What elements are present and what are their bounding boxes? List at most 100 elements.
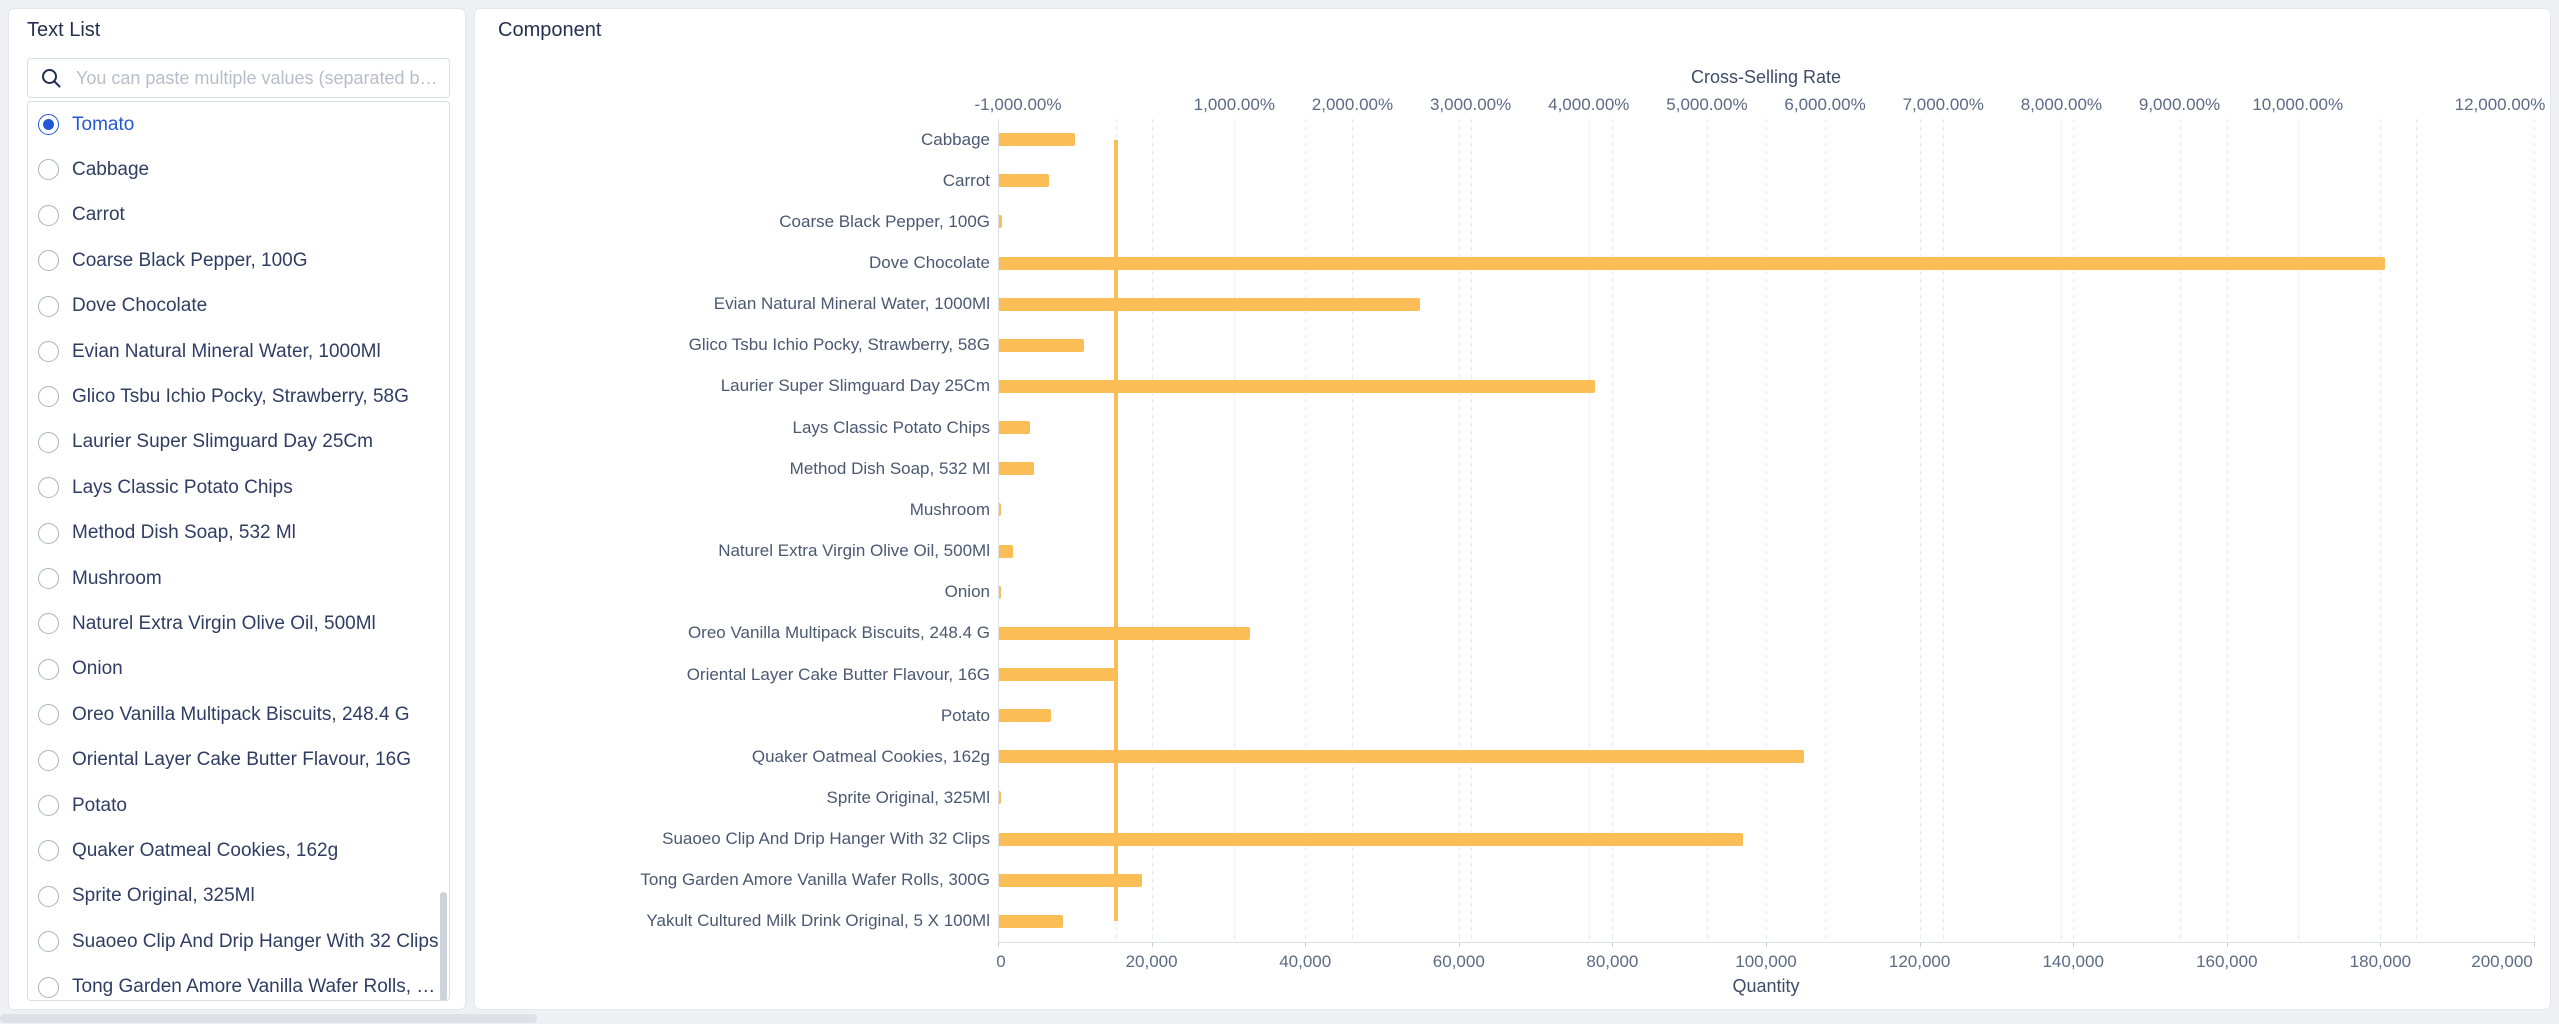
list-item[interactable]: Carrot bbox=[28, 193, 449, 238]
quantity-bar[interactable] bbox=[999, 297, 1421, 311]
top-axis-tick-label: 9,000.00% bbox=[2138, 95, 2221, 114]
quantity-bar[interactable] bbox=[999, 626, 1250, 640]
radio-unselected-icon[interactable] bbox=[38, 341, 59, 362]
radio-unselected-icon[interactable] bbox=[38, 568, 59, 589]
bottom-axis-tick-label: 100,000 bbox=[1735, 952, 1797, 971]
list-item-label: Onion bbox=[72, 658, 123, 680]
quantity-bar[interactable] bbox=[999, 462, 1035, 476]
bottom-axis-tickmark bbox=[998, 942, 999, 947]
list-item[interactable]: Lays Classic Potato Chips bbox=[28, 465, 449, 510]
gridline-percent bbox=[2297, 119, 2299, 942]
list-item[interactable]: Coarse Black Pepper, 100G bbox=[28, 238, 449, 283]
radio-unselected-icon[interactable] bbox=[38, 522, 59, 544]
gridline-quantity bbox=[1612, 119, 1614, 942]
radio-unselected-icon[interactable] bbox=[38, 931, 59, 953]
bottom-axis-tickmark bbox=[2380, 942, 2382, 947]
category-label: Mushroom bbox=[909, 499, 990, 519]
list-item[interactable]: Suaoeo Clip And Drip Hanger With 32 Clip… bbox=[28, 919, 449, 964]
list-item[interactable]: Dove Chocolate bbox=[28, 284, 449, 329]
radio-unselected-icon[interactable] bbox=[38, 295, 59, 317]
radio-unselected-icon[interactable] bbox=[38, 976, 59, 998]
list-item[interactable]: Quaker Oatmeal Cookies, 162g bbox=[28, 828, 449, 873]
list-item[interactable]: Onion bbox=[28, 647, 449, 692]
list-item[interactable]: Tomato bbox=[28, 102, 449, 147]
quantity-bar[interactable] bbox=[999, 133, 1075, 147]
radio-unselected-icon[interactable] bbox=[38, 386, 59, 408]
gridline-quantity bbox=[1766, 119, 1767, 942]
quantity-bar[interactable] bbox=[999, 750, 1805, 764]
quantity-bar[interactable] bbox=[999, 503, 1001, 517]
radio-unselected-icon[interactable] bbox=[38, 658, 59, 680]
list-item[interactable]: Oriental Layer Cake Butter Flavour, 16G bbox=[28, 738, 449, 783]
quantity-bar[interactable] bbox=[999, 338, 1085, 352]
cross-selling-rate-line[interactable] bbox=[1114, 139, 1119, 922]
bottom-axis-tickmark bbox=[2073, 942, 2075, 947]
gridline-percent bbox=[1588, 119, 1590, 942]
quantity-bar[interactable] bbox=[999, 544, 1014, 558]
category-label: Tong Garden Amore Vanilla Wafer Rolls, 3… bbox=[640, 870, 990, 890]
gridline-quantity bbox=[2073, 119, 2075, 942]
list-item[interactable]: Mushroom bbox=[28, 556, 449, 601]
gridline-quantity bbox=[1151, 119, 1153, 942]
radio-unselected-icon[interactable] bbox=[38, 613, 59, 635]
radio-unselected-icon[interactable] bbox=[38, 840, 59, 862]
quantity-bar[interactable] bbox=[999, 421, 1031, 435]
radio-unselected-icon[interactable] bbox=[38, 704, 59, 726]
category-label: Potato bbox=[940, 705, 990, 725]
radio-unselected-icon[interactable] bbox=[38, 885, 59, 907]
gridline-percent bbox=[2415, 119, 2417, 942]
list-item[interactable]: Potato bbox=[28, 783, 449, 828]
horizontal-scrollbar[interactable] bbox=[0, 1013, 2559, 1024]
quantity-bar[interactable] bbox=[999, 256, 2385, 270]
list-item[interactable]: Oreo Vanilla Multipack Biscuits, 248.4 G bbox=[28, 692, 449, 737]
category-label: Sprite Original, 325Ml bbox=[826, 787, 990, 807]
gridline-percent bbox=[1352, 119, 1354, 942]
list-item[interactable]: Sprite Original, 325Ml bbox=[28, 874, 449, 919]
chart-panel-title: Component bbox=[498, 19, 602, 41]
list-item-label: Naturel Extra Virgin Olive Oil, 500Ml bbox=[72, 612, 376, 634]
bottom-axis-tickmark bbox=[1612, 942, 1614, 947]
radio-unselected-icon[interactable] bbox=[38, 250, 59, 272]
list-item[interactable]: Glico Tsbu Ichio Pocky, Strawberry, 58G bbox=[28, 374, 449, 419]
top-axis-tick-label: 7,000.00% bbox=[1902, 95, 1984, 114]
radio-unselected-icon[interactable] bbox=[38, 749, 59, 771]
list-item-label: Method Dish Soap, 532 Ml bbox=[72, 522, 296, 544]
category-label: Oriental Layer Cake Butter Flavour, 16G bbox=[686, 664, 990, 684]
bottom-axis-tickmark bbox=[2226, 942, 2228, 947]
radio-unselected-icon[interactable] bbox=[38, 431, 59, 453]
horizontal-scrollbar-thumb[interactable] bbox=[0, 1014, 537, 1023]
list-item-label: Sprite Original, 325Ml bbox=[72, 885, 255, 907]
quantity-bar[interactable] bbox=[999, 668, 1118, 682]
list-scrollbar-thumb[interactable] bbox=[440, 892, 447, 1000]
quantity-bar[interactable] bbox=[999, 585, 1001, 599]
gridline-percent bbox=[1943, 119, 1945, 942]
top-axis-tick-label: 2,000.00% bbox=[1311, 95, 1394, 114]
list-item[interactable]: Evian Natural Mineral Water, 1000Ml bbox=[28, 329, 449, 374]
category-label: Yakult Cultured Milk Drink Original, 5 X… bbox=[646, 911, 990, 931]
list-item-label: Potato bbox=[72, 794, 127, 816]
radio-unselected-icon[interactable] bbox=[38, 477, 59, 499]
quantity-bar[interactable] bbox=[999, 379, 1595, 393]
list-item[interactable]: Laurier Super Slimguard Day 25Cm bbox=[28, 420, 449, 465]
search-input[interactable] bbox=[74, 66, 449, 90]
quantity-bar[interactable] bbox=[999, 215, 1002, 229]
quantity-bar[interactable] bbox=[999, 791, 1001, 805]
gridline-quantity bbox=[2380, 119, 2382, 942]
bottom-axis-tick-label: 180,000 bbox=[2349, 952, 2412, 971]
quantity-bar[interactable] bbox=[999, 914, 1064, 928]
list-item[interactable]: Tong Garden Amore Vanilla Wafer Rolls, 3… bbox=[28, 965, 449, 1000]
quantity-bar[interactable] bbox=[999, 709, 1051, 723]
quantity-bar[interactable] bbox=[999, 873, 1143, 887]
list-item[interactable]: Method Dish Soap, 532 Ml bbox=[28, 511, 449, 556]
list-item[interactable]: Naturel Extra Virgin Olive Oil, 500Ml bbox=[28, 601, 449, 646]
category-label: Onion bbox=[944, 582, 990, 602]
quantity-bar[interactable] bbox=[999, 174, 1050, 188]
radio-unselected-icon[interactable] bbox=[38, 159, 59, 181]
radio-unselected-icon[interactable] bbox=[38, 204, 59, 226]
bottom-axis-tick-label: 120,000 bbox=[1888, 952, 1951, 971]
radio-selected-icon[interactable] bbox=[38, 114, 59, 135]
radio-unselected-icon[interactable] bbox=[38, 795, 59, 816]
top-axis-tick-label: 1,000.00% bbox=[1193, 95, 1275, 114]
list-item[interactable]: Cabbage bbox=[28, 147, 449, 192]
quantity-bar[interactable] bbox=[999, 832, 1743, 846]
